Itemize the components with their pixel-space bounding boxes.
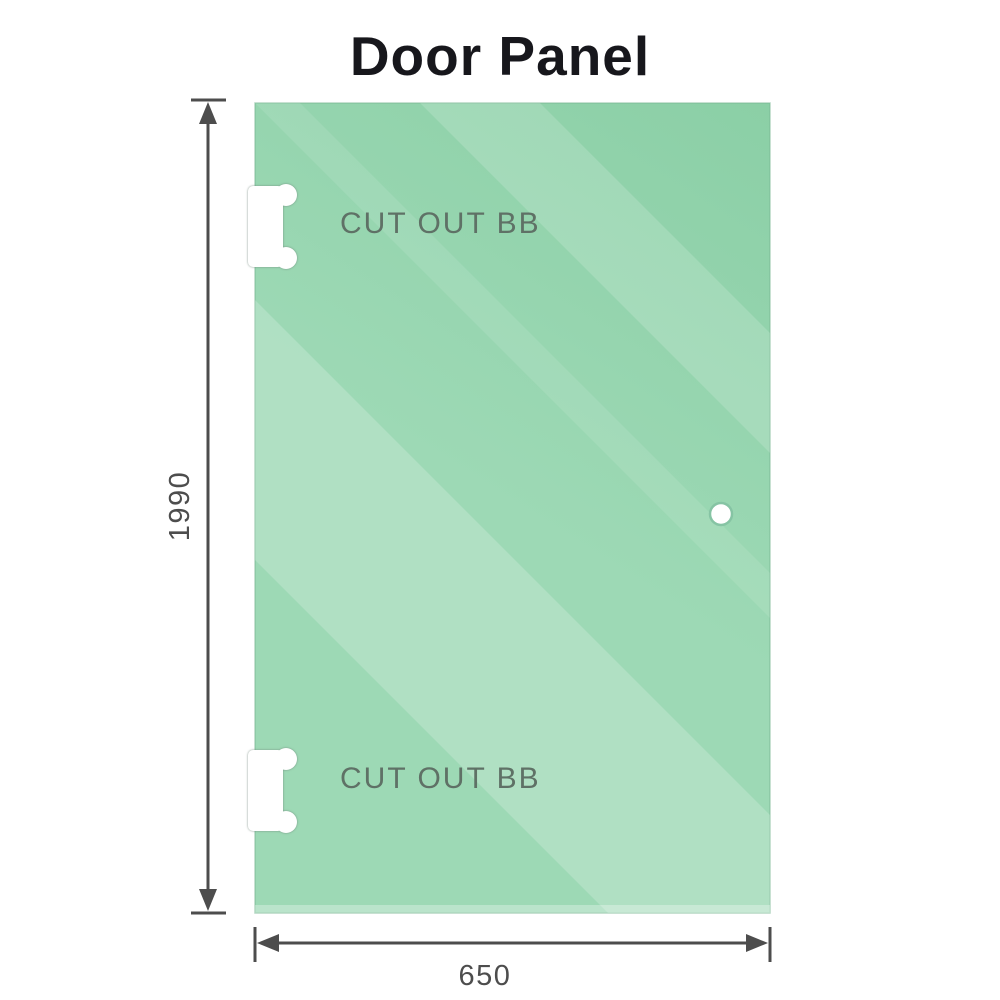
handle-hole: [708, 501, 734, 527]
glass-reflections: [255, 103, 770, 913]
hinge-cutout-top-body: [248, 186, 283, 267]
width-dimension-arrow-right: [746, 934, 768, 952]
cutout-label-top: CUT OUT BB: [340, 207, 541, 240]
diagram-title: Door Panel: [349, 25, 651, 87]
glass-reflection-band: [255, 103, 770, 618]
hinge-cutout-top-lobe: [275, 184, 297, 206]
cutout-label-bottom: CUT OUT BB: [340, 762, 541, 795]
hinge-cutout-bottom-body: [248, 750, 283, 831]
hinge-cutout-top-lobe: [275, 247, 297, 269]
glass-reflection-band: [255, 300, 770, 913]
height-dimension-arrow-up: [199, 102, 217, 124]
glass-bottom-bevel: [255, 905, 770, 913]
height-dimension: 1990: [164, 98, 226, 915]
width-dimension-value: 650: [459, 960, 512, 992]
width-dimension-arrow-left: [257, 934, 279, 952]
hinge-cutout-top: [248, 184, 297, 269]
glass-panel: [254, 102, 771, 914]
glass-reflection-band: [420, 103, 770, 453]
height-dimension-arrow-down: [199, 889, 217, 911]
width-dimension: 650: [253, 927, 772, 992]
hinge-cutout-bottom-lobe: [275, 748, 297, 770]
hinge-cutout-bottom: [248, 748, 297, 833]
height-dimension-value: 1990: [164, 471, 196, 542]
hinge-cutout-bottom-lobe: [275, 811, 297, 833]
